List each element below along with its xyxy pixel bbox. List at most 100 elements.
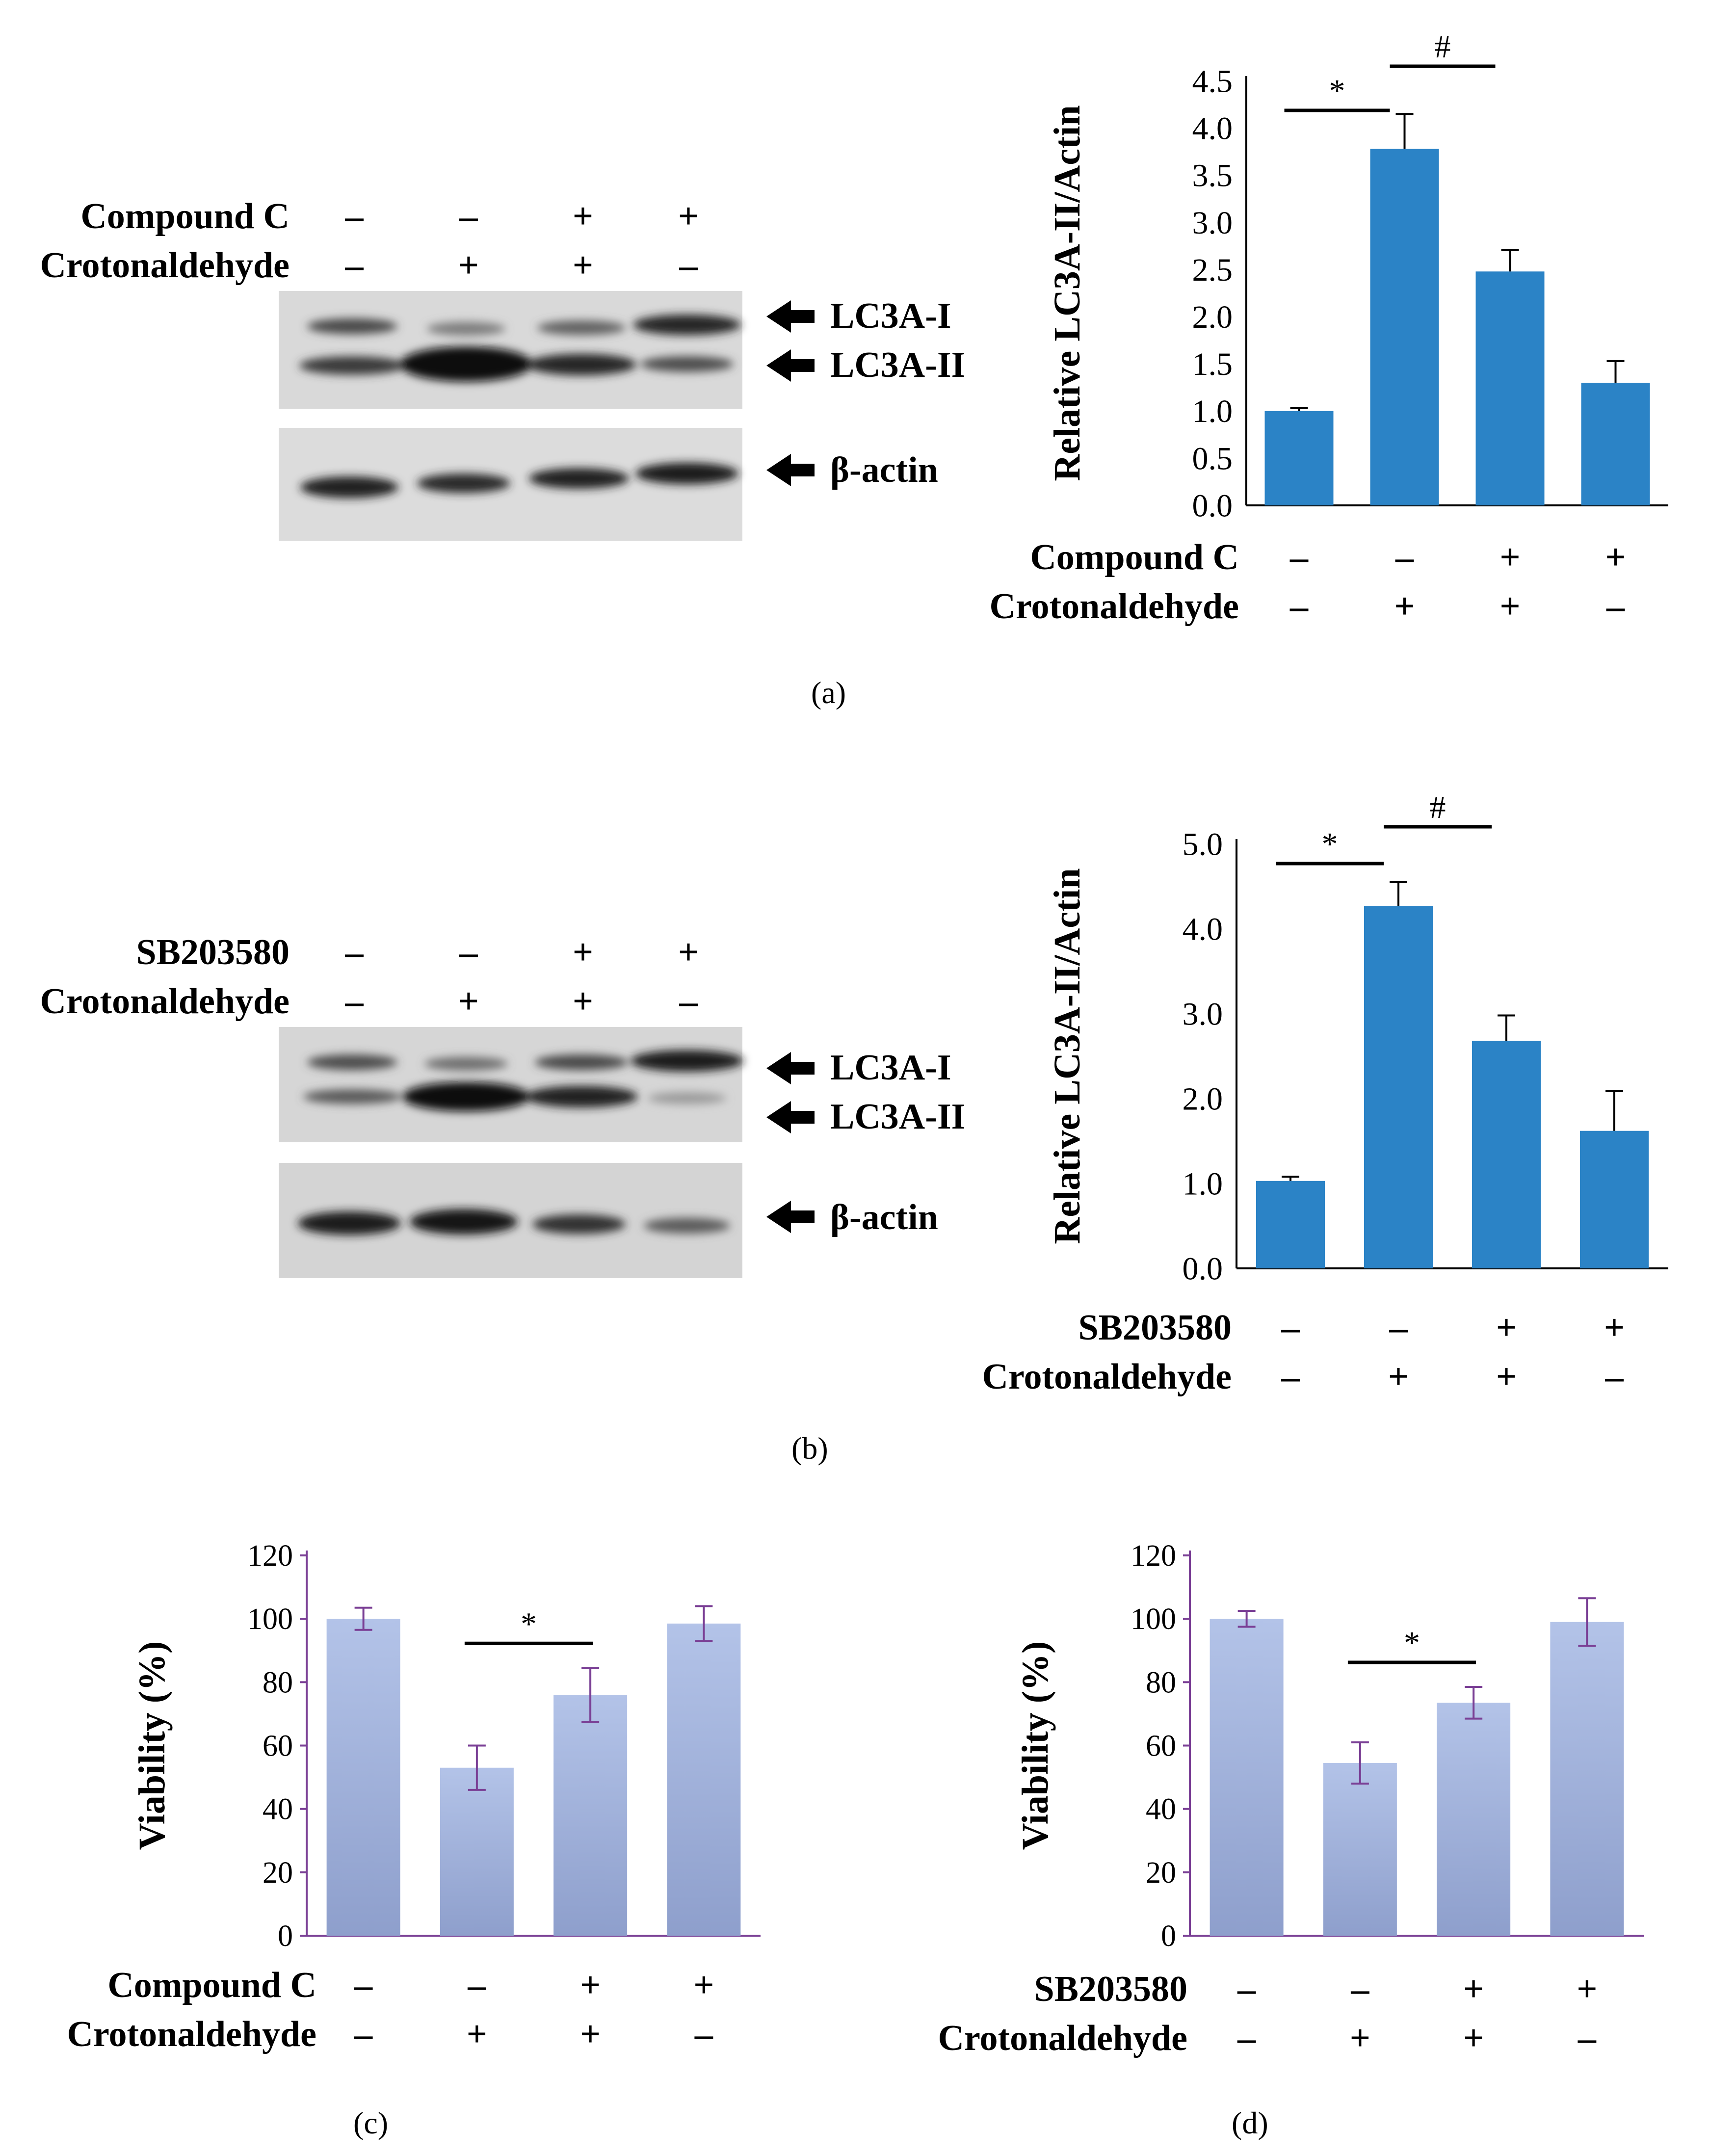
- treatment-sign: –: [467, 1965, 486, 2005]
- band: [631, 1050, 743, 1072]
- band: [537, 320, 626, 335]
- treatment-sign: –: [1289, 586, 1309, 627]
- treatment-label: Crotonaldehyde: [938, 2018, 1187, 2058]
- blot-b-sign: +: [678, 932, 699, 973]
- bar: [1364, 906, 1433, 1268]
- blot-b-lc3-bands: [303, 1050, 743, 1111]
- panel-label-c: (c): [353, 2105, 389, 2140]
- y-tick-label: 1.5: [1192, 346, 1233, 382]
- y-tick-label: 120: [247, 1539, 293, 1573]
- band-label-beta-actin: β-actin: [830, 450, 938, 490]
- treatment-sign: –: [1281, 1308, 1300, 1348]
- significance-symbol: *: [1329, 73, 1345, 109]
- bar: [1580, 1131, 1649, 1268]
- treatment-sign: –: [354, 1965, 373, 2005]
- band-label-lc3a-i: LC3A-I: [830, 296, 951, 336]
- significance-symbol: *: [521, 1606, 537, 1642]
- treatment-sign: +: [1388, 1357, 1409, 1397]
- blot-a-sign: –: [459, 196, 478, 237]
- y-tick-label: 0.0: [1183, 1251, 1223, 1287]
- treatment-sign: +: [467, 2014, 487, 2054]
- y-tick-label: 80: [1146, 1666, 1176, 1699]
- treatment-sign: –: [694, 2014, 713, 2054]
- blot-b-lc3-membrane: [279, 1027, 742, 1142]
- y-tick-label: 0.5: [1192, 441, 1233, 476]
- y-tick-label: 2.0: [1192, 299, 1233, 335]
- treatment-label: Crotonaldehyde: [982, 1357, 1232, 1397]
- y-tick-label: 2.0: [1183, 1081, 1223, 1117]
- y-tick-label: 40: [1146, 1793, 1176, 1826]
- band: [644, 1218, 730, 1234]
- band: [535, 1054, 628, 1070]
- blot-a-sign: –: [345, 196, 364, 237]
- arrow-icon: [766, 300, 815, 486]
- treatment-sign: +: [1604, 1308, 1625, 1348]
- treatment-sign: +: [1496, 1357, 1517, 1397]
- band: [526, 354, 636, 375]
- y-tick-label: 60: [263, 1730, 293, 1763]
- y-tick-label: 100: [1131, 1603, 1176, 1636]
- y-axis-label: Viability (%): [132, 1641, 173, 1850]
- band: [648, 1092, 726, 1104]
- treatment-sign: –: [1578, 2018, 1597, 2058]
- blot-a-sign: +: [458, 245, 479, 286]
- blot-b-actin-bands: [298, 1209, 730, 1235]
- chart-a: 0.0 0.5 1.0 1.5 2.0 2.5 3.0 3.5 4.0 4.5 Relative L…: [990, 29, 1668, 627]
- y-tick-label: 5.0: [1183, 826, 1223, 862]
- blot-a-row1-label: Compound C: [80, 196, 289, 237]
- y-tick-label: 20: [1146, 1856, 1176, 1890]
- blot-b: SB203580 Crotonaldehyde – – + + – + + – …: [40, 932, 965, 1278]
- blot-b-sign: –: [345, 981, 364, 1022]
- chart-b: 0.0 1.0 2.0 3.0 4.0 5.0 Relative LC3A-II/Actin…: [982, 789, 1668, 1397]
- y-tick-label: 0: [1161, 1919, 1176, 1953]
- treatment-sign: –: [354, 2014, 373, 2054]
- treatment-label: Crotonaldehyde: [67, 2014, 316, 2054]
- y-tick-label: 0.0: [1192, 488, 1233, 524]
- treatment-sign: +: [693, 1965, 714, 2005]
- treatment-sign: –: [1350, 1969, 1369, 2009]
- treatment-label: SB203580: [1078, 1308, 1232, 1348]
- bar: [553, 1695, 628, 1936]
- chart-d: 0 20 40 60 80 100 120 Viability (%) * SB203580 – – +…: [938, 1539, 1644, 2058]
- band-label-lc3a-ii: LC3A-II: [830, 1097, 965, 1137]
- bar: [1581, 383, 1650, 505]
- treatment-sign: +: [1463, 2018, 1484, 2058]
- band: [298, 1211, 401, 1235]
- panel-label-b: (b): [791, 1431, 828, 1466]
- blot-a-lc3-membrane: [279, 291, 742, 409]
- band: [427, 322, 505, 336]
- treatment-sign: +: [1463, 1969, 1484, 2009]
- y-tick-label: 3.0: [1183, 996, 1223, 1032]
- treatment-sign: +: [1605, 537, 1626, 578]
- blot-b-sign: –: [345, 932, 364, 973]
- y-tick-label: 2.5: [1192, 252, 1233, 288]
- band: [303, 1089, 401, 1104]
- treatment-sign: –: [1606, 586, 1625, 627]
- treatment-label: SB203580: [1034, 1969, 1187, 2009]
- blot-a-sign: +: [678, 196, 699, 237]
- blot-b-row2-label: Crotonaldehyde: [40, 981, 289, 1022]
- band: [417, 473, 510, 493]
- blot-b-sign: +: [573, 932, 593, 973]
- treatment-label: Crotonaldehyde: [990, 586, 1239, 627]
- blot-a-sign: +: [573, 245, 593, 286]
- y-tick-label: 4.0: [1192, 111, 1233, 147]
- bar: [1550, 1622, 1624, 1936]
- treatment-sign: –: [1237, 1969, 1256, 2009]
- significance-symbol: #: [1435, 29, 1451, 65]
- y-tick-label: 3.5: [1192, 158, 1233, 194]
- treatment-sign: +: [580, 2014, 601, 2054]
- y-tick-label: 60: [1146, 1730, 1176, 1763]
- bar: [440, 1767, 514, 1936]
- y-axis-label: Relative LC3A-II/Actin: [1047, 105, 1088, 481]
- y-tick-label: 40: [263, 1793, 293, 1826]
- treatment-sign: –: [1289, 537, 1309, 578]
- band: [410, 1209, 518, 1235]
- band: [307, 318, 397, 334]
- y-axis-label: Relative LC3A-II/Actin: [1047, 868, 1088, 1244]
- band: [635, 463, 738, 484]
- band: [525, 1086, 638, 1107]
- treatment-sign: +: [1496, 1308, 1517, 1348]
- bar: [1370, 149, 1439, 505]
- significance-symbol: *: [1322, 826, 1338, 862]
